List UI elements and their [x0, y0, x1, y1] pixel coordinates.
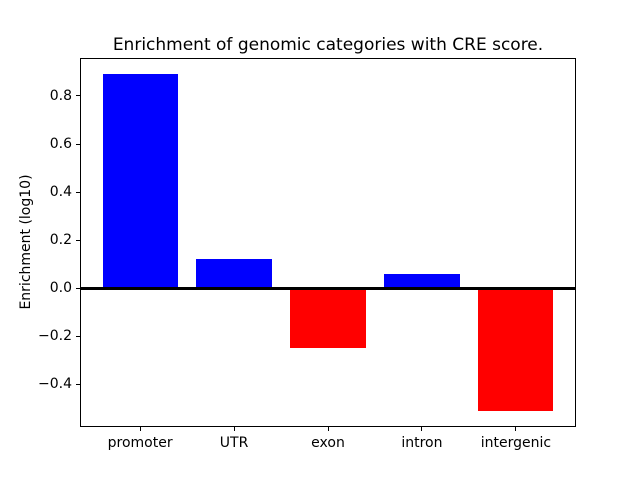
bar-exon: [290, 288, 366, 349]
y-tick: [76, 95, 80, 97]
x-tick: [515, 427, 517, 431]
y-tick-label: −0.4: [38, 376, 72, 393]
y-tick-label: 0.2: [49, 232, 72, 249]
y-tick: [76, 383, 80, 385]
bar-intron: [384, 273, 460, 289]
y-tick: [76, 287, 80, 289]
bar-promoter: [102, 74, 178, 289]
y-tick: [76, 335, 80, 337]
chart-title: Enrichment of genomic categories with CR…: [112, 35, 544, 55]
y-tick: [76, 143, 80, 145]
x-tick: [327, 427, 329, 431]
zero-line: [80, 287, 576, 290]
y-tick-label: −0.2: [38, 328, 72, 345]
bar-UTR: [196, 259, 272, 289]
x-tick: [233, 427, 235, 431]
x-tick: [421, 427, 423, 431]
x-tick-label-UTR: UTR: [219, 435, 249, 451]
x-tick-label-promoter: promoter: [107, 435, 173, 451]
x-tick: [139, 427, 141, 431]
y-tick: [76, 239, 80, 241]
x-tick-label-intergenic: intergenic: [480, 435, 552, 451]
y-tick-label: 0.4: [49, 184, 72, 201]
x-tick-label-intron: intron: [401, 435, 443, 451]
y-tick-label: 0.0: [49, 280, 72, 297]
x-tick-label-exon: exon: [311, 435, 345, 451]
bar-intergenic: [478, 288, 554, 411]
y-tick-label: 0.6: [49, 136, 72, 153]
y-tick: [76, 191, 80, 193]
plot-area: [80, 58, 576, 427]
y-tick-label: 0.8: [49, 87, 72, 104]
